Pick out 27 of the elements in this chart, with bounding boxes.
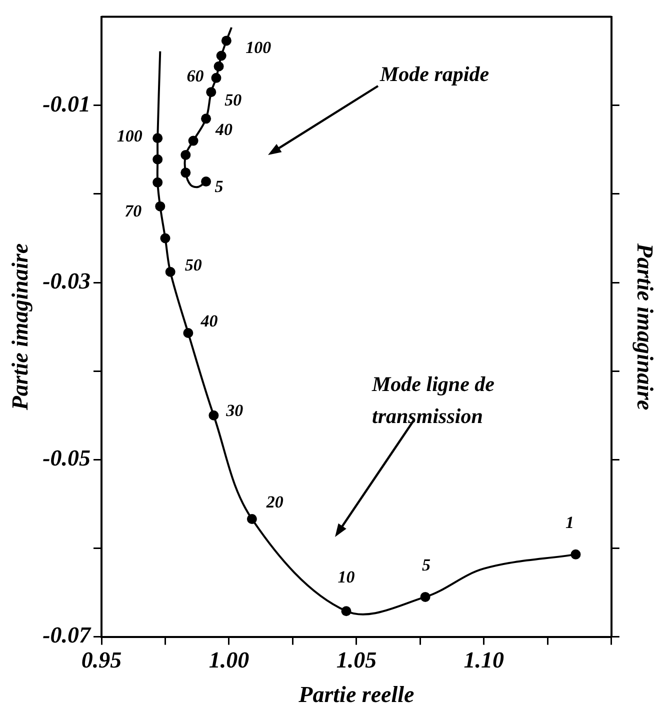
annotation: 5: [214, 176, 224, 196]
annotation: 60: [186, 66, 204, 86]
y-tick-label: -0.07: [42, 622, 92, 648]
annotation: 40: [200, 311, 218, 330]
annotation: 100: [116, 126, 143, 146]
x-tick-label: 1.05: [336, 648, 377, 673]
annotation: 50: [224, 90, 242, 110]
y-axis-title: Partie imaginaire: [8, 243, 33, 412]
annotation: 1: [565, 512, 574, 532]
annotation: Mode ligne de transmission: [372, 371, 496, 430]
x-tick-label: 1.10: [464, 648, 505, 673]
annotation: 20: [265, 492, 284, 512]
x-tick-label: 1.00: [208, 648, 250, 673]
annotation: Mode rapide: [380, 61, 490, 88]
annotation: 5: [422, 555, 432, 574]
x-tick-label: 0.95: [81, 648, 122, 673]
x-axis-title: Partie reelle: [298, 682, 414, 708]
y-tick-label: -0.05: [42, 446, 91, 471]
y-tick-label: -0.01: [42, 91, 91, 116]
annotation: 50: [184, 255, 202, 274]
annotation: 40: [214, 120, 234, 140]
annotation: 30: [225, 400, 244, 420]
y2-axis-title: Partie imaginaire: [632, 242, 658, 410]
annotation: 10: [338, 568, 356, 587]
annotation: 100: [246, 38, 272, 58]
annotation: 70: [124, 202, 142, 221]
y-tick-label: -0.03: [42, 268, 91, 294]
